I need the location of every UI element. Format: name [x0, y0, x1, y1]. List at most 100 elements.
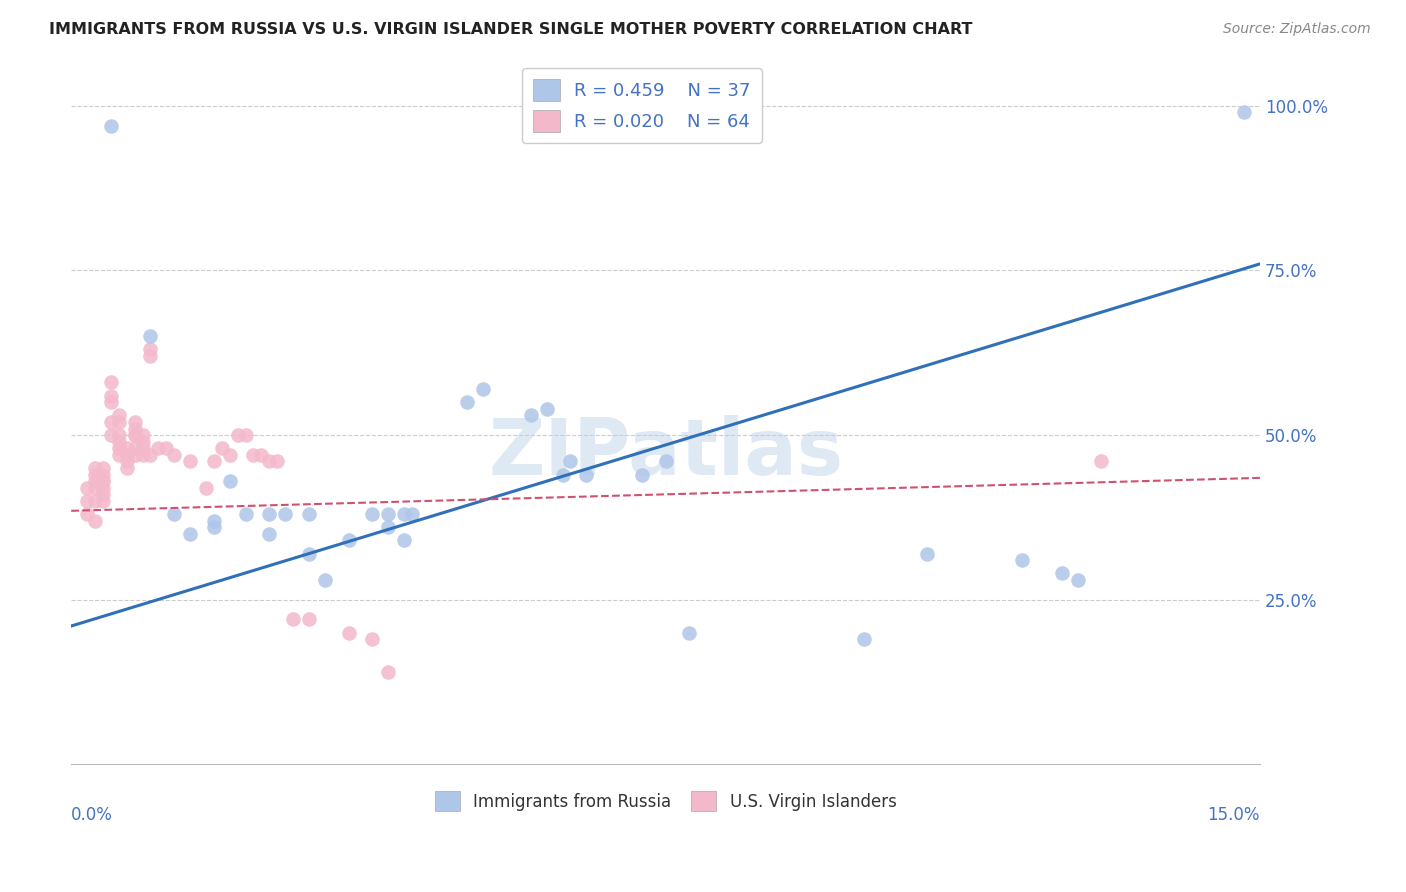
Point [202, 514, 225, 528]
Point [107, 434, 129, 449]
Point [163, 448, 186, 462]
Point [124, 442, 146, 456]
Point [259, 526, 281, 541]
Point [100, 395, 122, 409]
Point [211, 442, 233, 456]
Point [1090, 454, 1112, 468]
Point [131, 434, 153, 449]
Text: ZIPatlas: ZIPatlas [488, 415, 844, 491]
Point [678, 625, 700, 640]
Point [520, 409, 543, 423]
Point [124, 428, 146, 442]
Point [377, 520, 399, 534]
Point [148, 442, 170, 456]
Point [107, 428, 129, 442]
Point [274, 507, 297, 521]
Point [91, 467, 114, 482]
Point [401, 507, 423, 521]
Point [131, 448, 153, 462]
Point [124, 428, 146, 442]
Point [235, 507, 257, 521]
Point [124, 415, 146, 429]
Point [250, 448, 273, 462]
Point [107, 442, 129, 456]
Point [1233, 105, 1256, 120]
Point [377, 665, 399, 679]
Point [84, 474, 107, 488]
Point [91, 494, 114, 508]
Point [266, 454, 288, 468]
Point [100, 428, 122, 442]
Point [100, 388, 122, 402]
Point [91, 487, 114, 501]
Point [361, 507, 384, 521]
Point [155, 442, 177, 456]
Point [139, 343, 162, 357]
Point [259, 507, 281, 521]
Point [361, 632, 384, 647]
Point [124, 448, 146, 462]
Point [76, 507, 98, 521]
Point [115, 461, 138, 475]
Point [235, 428, 257, 442]
Point [852, 632, 875, 647]
Point [100, 415, 122, 429]
Point [163, 507, 186, 521]
Point [76, 494, 98, 508]
Point [115, 448, 138, 462]
Point [298, 507, 321, 521]
Point [472, 382, 495, 396]
Point [281, 612, 304, 626]
Point [1050, 566, 1073, 581]
Point [139, 329, 162, 343]
Text: Source: ZipAtlas.com: Source: ZipAtlas.com [1223, 22, 1371, 37]
Point [259, 454, 281, 468]
Text: 15.0%: 15.0% [1208, 805, 1260, 823]
Point [179, 454, 201, 468]
Point [91, 461, 114, 475]
Point [131, 442, 153, 456]
Point [115, 454, 138, 468]
Point [298, 547, 321, 561]
Point [131, 428, 153, 442]
Point [107, 448, 129, 462]
Point [202, 454, 225, 468]
Point [915, 547, 938, 561]
Point [242, 448, 264, 462]
Point [124, 421, 146, 435]
Point [392, 507, 415, 521]
Point [536, 401, 558, 416]
Point [139, 448, 162, 462]
Point [91, 481, 114, 495]
Point [337, 625, 360, 640]
Point [91, 474, 114, 488]
Point [100, 119, 122, 133]
Point [76, 481, 98, 495]
Point [630, 467, 652, 482]
Legend: Immigrants from Russia, U.S. Virgin Islanders: Immigrants from Russia, U.S. Virgin Isla… [427, 784, 903, 818]
Point [100, 376, 122, 390]
Point [337, 533, 360, 548]
Point [194, 481, 217, 495]
Point [84, 461, 107, 475]
Point [84, 514, 107, 528]
Text: 0.0%: 0.0% [72, 805, 112, 823]
Point [298, 612, 321, 626]
Point [1011, 553, 1033, 567]
Point [218, 474, 240, 488]
Point [139, 349, 162, 363]
Point [84, 494, 107, 508]
Point [84, 467, 107, 482]
Point [218, 448, 240, 462]
Point [575, 467, 598, 482]
Point [377, 507, 399, 521]
Point [226, 428, 249, 442]
Point [115, 442, 138, 456]
Point [107, 409, 129, 423]
Point [551, 467, 574, 482]
Point [179, 526, 201, 541]
Point [1066, 573, 1088, 587]
Point [654, 454, 676, 468]
Point [202, 520, 225, 534]
Point [107, 415, 129, 429]
